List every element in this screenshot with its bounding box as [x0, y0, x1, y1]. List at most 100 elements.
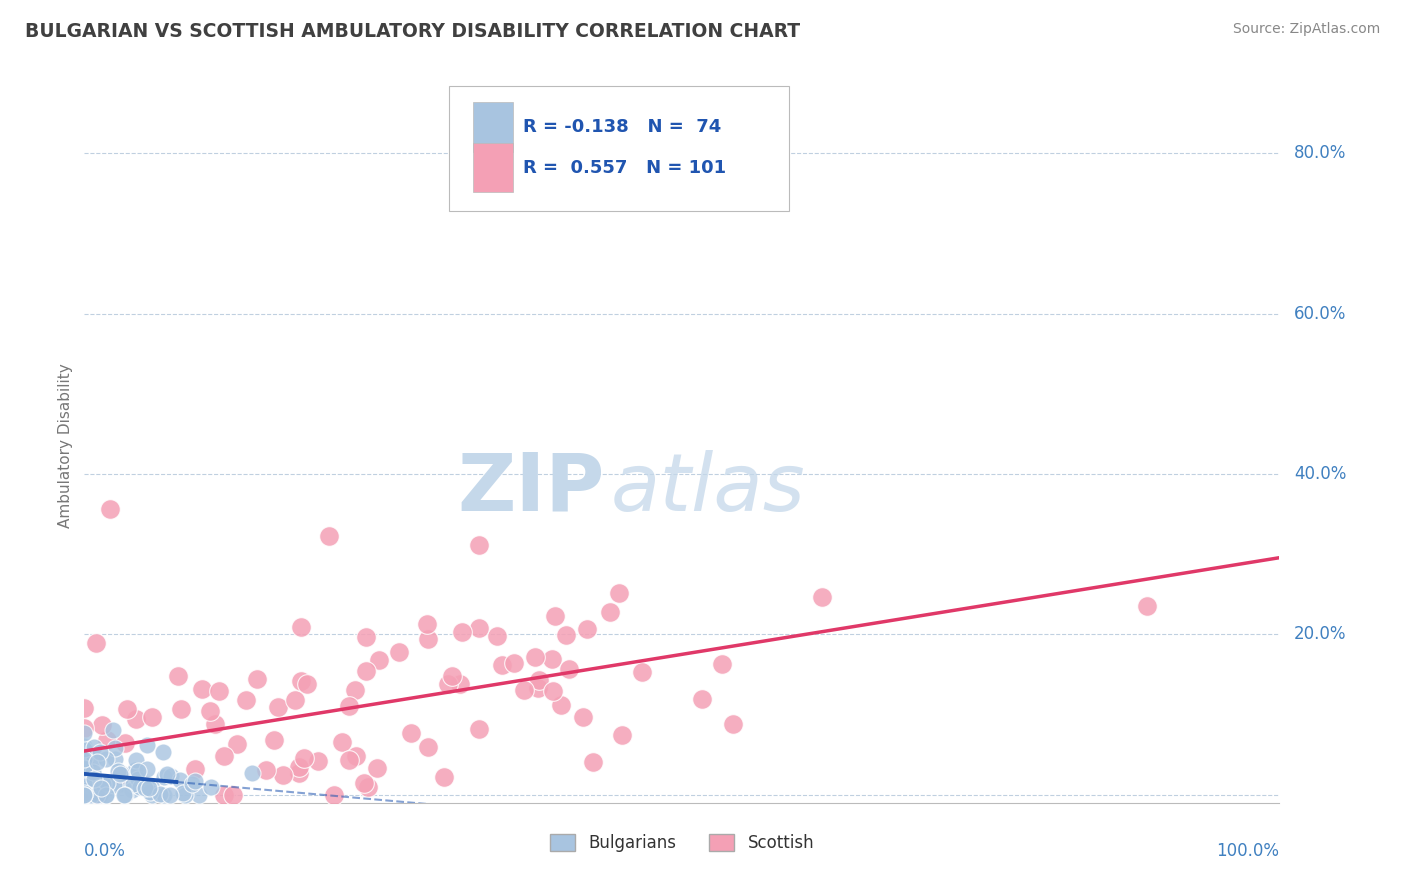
- Point: [290, 620, 312, 634]
- Point: [610, 728, 633, 742]
- Text: R = -0.138   N =  74: R = -0.138 N = 74: [523, 118, 721, 136]
- FancyBboxPatch shape: [449, 86, 790, 211]
- Point: [73, 701, 96, 715]
- Point: [73, 765, 96, 780]
- Point: [204, 717, 226, 731]
- Point: [198, 704, 221, 718]
- Text: 80.0%: 80.0%: [1294, 145, 1346, 162]
- Point: [73, 788, 96, 802]
- Point: [73, 788, 96, 802]
- Point: [344, 749, 367, 764]
- Text: atlas: atlas: [610, 450, 806, 528]
- Point: [149, 787, 172, 801]
- Point: [208, 684, 231, 698]
- Point: [337, 699, 360, 714]
- Text: ZIP: ZIP: [457, 450, 605, 528]
- Point: [575, 622, 598, 636]
- Text: 40.0%: 40.0%: [1294, 465, 1346, 483]
- Point: [711, 657, 734, 671]
- Point: [73, 776, 96, 790]
- Point: [354, 664, 377, 678]
- Point: [524, 649, 547, 664]
- Point: [77, 788, 100, 802]
- Point: [416, 616, 439, 631]
- Point: [366, 761, 388, 775]
- Point: [96, 752, 118, 766]
- Point: [73, 788, 96, 802]
- Point: [441, 669, 464, 683]
- Point: [330, 734, 353, 748]
- Point: [89, 788, 111, 802]
- Point: [73, 788, 96, 802]
- Point: [122, 777, 145, 791]
- FancyBboxPatch shape: [472, 143, 513, 193]
- Point: [526, 681, 548, 696]
- Point: [226, 737, 249, 751]
- Point: [73, 742, 96, 756]
- Point: [83, 751, 105, 765]
- Point: [73, 788, 96, 802]
- Point: [172, 786, 194, 800]
- Point: [107, 764, 129, 779]
- Point: [138, 781, 160, 796]
- Point: [114, 736, 136, 750]
- Point: [110, 765, 132, 780]
- Point: [307, 755, 329, 769]
- Point: [103, 778, 125, 792]
- Point: [541, 652, 564, 666]
- Point: [160, 769, 183, 783]
- Point: [73, 749, 96, 764]
- Point: [353, 776, 375, 790]
- Point: [73, 777, 96, 791]
- Point: [73, 752, 96, 766]
- Point: [139, 785, 162, 799]
- Point: [1135, 599, 1157, 613]
- Point: [86, 788, 108, 802]
- Point: [416, 740, 439, 755]
- Point: [811, 590, 834, 604]
- Point: [73, 775, 96, 789]
- Point: [83, 740, 105, 755]
- Point: [344, 682, 367, 697]
- Point: [582, 755, 605, 769]
- Text: 0.0%: 0.0%: [84, 842, 127, 860]
- Point: [94, 788, 117, 802]
- Point: [354, 630, 377, 644]
- Point: [388, 645, 411, 659]
- Point: [271, 768, 294, 782]
- Point: [73, 788, 96, 802]
- Point: [544, 608, 567, 623]
- Point: [127, 772, 149, 786]
- Point: [169, 702, 191, 716]
- Point: [86, 788, 108, 802]
- Point: [721, 716, 744, 731]
- Legend: Bulgarians, Scottish: Bulgarians, Scottish: [543, 827, 821, 859]
- Point: [104, 741, 127, 756]
- Text: 100.0%: 100.0%: [1216, 842, 1279, 860]
- Point: [169, 773, 191, 788]
- Point: [134, 780, 156, 795]
- Point: [125, 753, 148, 767]
- Point: [73, 788, 96, 802]
- Point: [450, 625, 472, 640]
- Text: Source: ZipAtlas.com: Source: ZipAtlas.com: [1233, 22, 1381, 37]
- Text: 20.0%: 20.0%: [1294, 625, 1347, 643]
- Point: [114, 788, 136, 802]
- Point: [240, 766, 263, 780]
- Point: [128, 780, 150, 794]
- Point: [91, 777, 114, 791]
- Point: [153, 788, 176, 802]
- Point: [82, 765, 104, 780]
- Point: [212, 748, 235, 763]
- Point: [322, 788, 344, 802]
- Point: [108, 766, 131, 780]
- Point: [84, 636, 107, 650]
- Point: [468, 538, 491, 552]
- Point: [433, 770, 456, 784]
- Point: [73, 762, 96, 776]
- Point: [121, 782, 143, 797]
- Point: [73, 787, 96, 801]
- Point: [607, 585, 630, 599]
- Point: [73, 782, 96, 797]
- Point: [79, 778, 101, 792]
